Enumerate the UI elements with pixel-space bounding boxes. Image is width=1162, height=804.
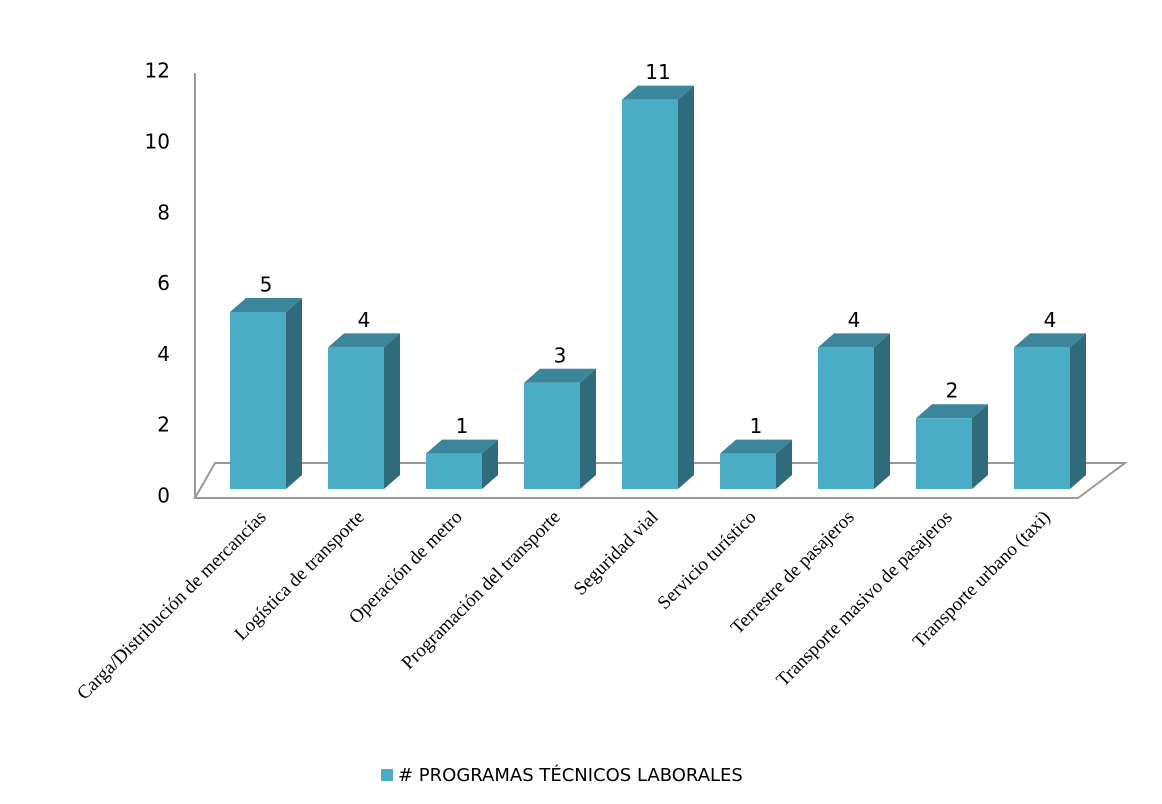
bar-side (1070, 333, 1086, 489)
bar-side (972, 404, 988, 489)
y-tick-label: 10 (145, 130, 170, 154)
y-tick-label: 2 (157, 413, 170, 437)
bar-side (580, 368, 596, 489)
bar (1014, 333, 1086, 489)
bar (720, 439, 792, 489)
bar (426, 439, 498, 489)
bar-top (720, 439, 792, 454)
x-tick-label: Programación del transporte (398, 507, 565, 674)
value-label: 5 (260, 273, 273, 297)
bar (328, 333, 400, 489)
value-label: 4 (358, 308, 371, 332)
bar-side (776, 439, 792, 489)
bar-top (230, 298, 302, 312)
bar-side (482, 439, 498, 489)
bar-front (818, 347, 874, 489)
bar-top (328, 333, 400, 348)
bar-side (384, 333, 400, 489)
value-label: 2 (946, 379, 959, 403)
value-label: 4 (1044, 308, 1057, 332)
bar-front (524, 382, 580, 489)
bar (230, 298, 302, 489)
legend-swatch (381, 769, 393, 781)
x-tick-label: Transporte masivo de pasajeros (772, 507, 956, 691)
x-tick-label: Seguridad vial (570, 507, 663, 600)
x-tick-label: Carga/Distribución de mercancías (73, 507, 270, 704)
bar-front (328, 347, 384, 489)
bar (916, 404, 988, 489)
y-tick-label: 0 (157, 484, 170, 508)
y-tick-label: 12 (145, 59, 170, 83)
bar-side (874, 333, 890, 489)
bar (818, 333, 890, 489)
bar-front (916, 418, 972, 489)
bar-front (720, 453, 776, 489)
bar-front (426, 453, 482, 489)
bar-top (916, 404, 988, 419)
bar-top (524, 368, 596, 383)
bar (622, 85, 694, 489)
legend-label: # PROGRAMAS TÉCNICOS LABORALES (398, 764, 743, 786)
value-label: 3 (554, 343, 567, 367)
y-tick-label: 8 (157, 200, 170, 224)
bar (524, 368, 596, 489)
x-tick-label: Servicio turístico (654, 507, 761, 614)
value-label: 1 (750, 414, 763, 438)
value-label: 4 (848, 308, 861, 332)
y-tick-label: 4 (157, 342, 170, 366)
value-label: 11 (645, 60, 670, 84)
bar-side (678, 85, 694, 489)
bar-top (818, 333, 890, 348)
bar-side (286, 298, 302, 489)
bar-top (426, 439, 498, 454)
bar-front (230, 312, 286, 489)
bar-top (1014, 333, 1086, 348)
bar-top (622, 85, 694, 100)
bar-front (1014, 347, 1070, 489)
y-tick-label: 6 (157, 271, 170, 295)
bar-front (622, 99, 678, 489)
value-label: 1 (456, 414, 469, 438)
